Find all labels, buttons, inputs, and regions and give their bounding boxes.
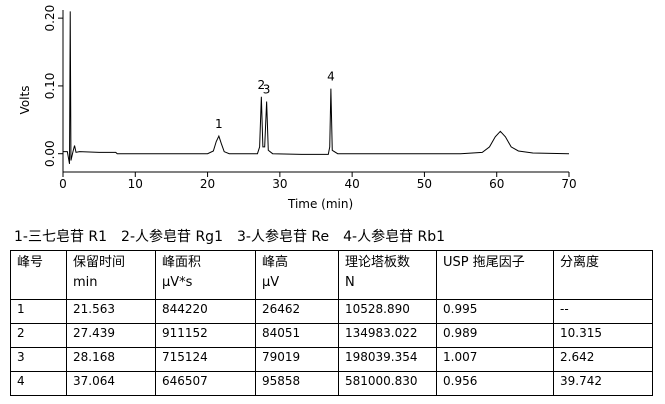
peak-label: 2 <box>258 78 266 92</box>
table-cell: 4 <box>10 371 67 396</box>
caption-item: 1-三七皂苷 R1 <box>14 229 108 245</box>
table-cell: 1 <box>10 299 67 324</box>
table-cell: 0.956 <box>436 371 554 396</box>
table-row: 4 37.064 646507 95858 581000.830 0.956 39.742 <box>10 371 653 396</box>
table-row: 3 28.168 715124 79019 198039.354 1.007 2.642 <box>10 347 653 372</box>
x-tick-label: 10 <box>128 177 143 191</box>
header-cell: 峰面积 μV*s <box>155 250 256 300</box>
table-cell: 134983.022 <box>338 323 437 348</box>
caption-item: 3-人参皂苷 Re <box>236 229 330 245</box>
table-cell: 3 <box>10 347 67 372</box>
y-tick-label: 0.20 <box>43 5 57 32</box>
table-cell: -- <box>553 299 653 324</box>
header-cell: 理论塔板数 N <box>338 250 437 300</box>
table-cell: 10.315 <box>553 323 653 348</box>
trace <box>63 11 570 164</box>
y-tick-label: 0.00 <box>43 140 57 167</box>
table-cell: 0.989 <box>436 323 554 348</box>
x-tick-label: 50 <box>417 177 432 191</box>
header-row: 峰号 保留时间 min 峰面积 μV*s 峰高 μV 理论塔板数 N USP 拖尾因子 分离度 <box>10 250 653 300</box>
header-text: μV <box>262 275 280 290</box>
table-cell: 1.007 <box>436 347 554 372</box>
table-cell: 911152 <box>155 323 256 348</box>
header-cell: 峰高 μV <box>255 250 339 300</box>
table-cell: 21.563 <box>66 299 156 324</box>
table-cell: 844220 <box>155 299 256 324</box>
header-cell: USP 拖尾因子 <box>436 250 554 300</box>
x-axis-title: Time (min) <box>287 197 353 211</box>
caption-item: 2-人参皂苷 Rg1 <box>121 229 223 245</box>
header-text: 理论塔板数 <box>345 255 411 270</box>
header-text: 峰高 <box>262 255 289 270</box>
peak-label: 4 <box>327 70 335 84</box>
table-cell: 715124 <box>155 347 256 372</box>
header-text: 分离度 <box>560 255 600 270</box>
table-row: 1 21.563 844220 26462 10528.890 0.995 -- <box>10 299 653 324</box>
table-cell: 26462 <box>255 299 339 324</box>
header-text: 峰号 <box>17 255 44 270</box>
table-cell: 27.439 <box>66 323 156 348</box>
chart: Time (min) Volts 0 10 20 30 40 50 60 70 0.00 0.10… <box>18 5 577 211</box>
table-cell: 198039.354 <box>338 347 437 372</box>
x-tick-label: 0 <box>59 177 67 191</box>
header-text: N <box>345 275 355 290</box>
y-axis-title: Volts <box>18 86 32 115</box>
x-tick-label: 30 <box>272 177 287 191</box>
header-text: min <box>73 275 98 290</box>
table-cell: 646507 <box>155 371 256 396</box>
table-cell: 37.064 <box>66 371 156 396</box>
x-tick-label: 20 <box>200 177 215 191</box>
table-cell: 39.742 <box>553 371 653 396</box>
header-cell: 保留时间 min <box>66 250 156 300</box>
table-cell: 79019 <box>255 347 339 372</box>
header-text: 峰面积 <box>162 255 202 270</box>
data-table: 峰号 保留时间 min 峰面积 μV*s 峰高 μV 理论塔板数 N USP 拖尾因子 分离度 1 21… <box>10 250 653 396</box>
table-cell: 10528.890 <box>338 299 437 324</box>
table-cell: 95858 <box>255 371 339 396</box>
table-cell: 2.642 <box>553 347 653 372</box>
y-tick-label: 0.10 <box>43 73 57 100</box>
table-row: 2 27.439 911152 84051 134983.022 0.989 10.315 <box>10 323 653 348</box>
x-tick-label: 40 <box>345 177 360 191</box>
caption: 1-三七皂苷 R1 2-人参皂苷 Rg1 3-人参皂苷 Re 4-人参皂苷 Rb1 <box>14 226 459 246</box>
peak-label: 3 <box>263 83 271 97</box>
table-cell: 0.995 <box>436 299 554 324</box>
header-cell: 峰号 <box>10 250 67 300</box>
table-cell: 84051 <box>255 323 339 348</box>
header-text: USP 拖尾因子 <box>443 255 525 270</box>
caption-item: 4-人参皂苷 Rb1 <box>343 229 446 245</box>
header-text: 保留时间 <box>73 255 126 270</box>
peak-label: 1 <box>215 117 223 131</box>
x-tick-label: 70 <box>561 177 576 191</box>
x-tick-label: 60 <box>489 177 504 191</box>
table-cell: 28.168 <box>66 347 156 372</box>
table-cell: 581000.830 <box>338 371 437 396</box>
header-cell: 分离度 <box>553 250 653 300</box>
header-text: μV*s <box>162 275 193 290</box>
table-cell: 2 <box>10 323 67 348</box>
